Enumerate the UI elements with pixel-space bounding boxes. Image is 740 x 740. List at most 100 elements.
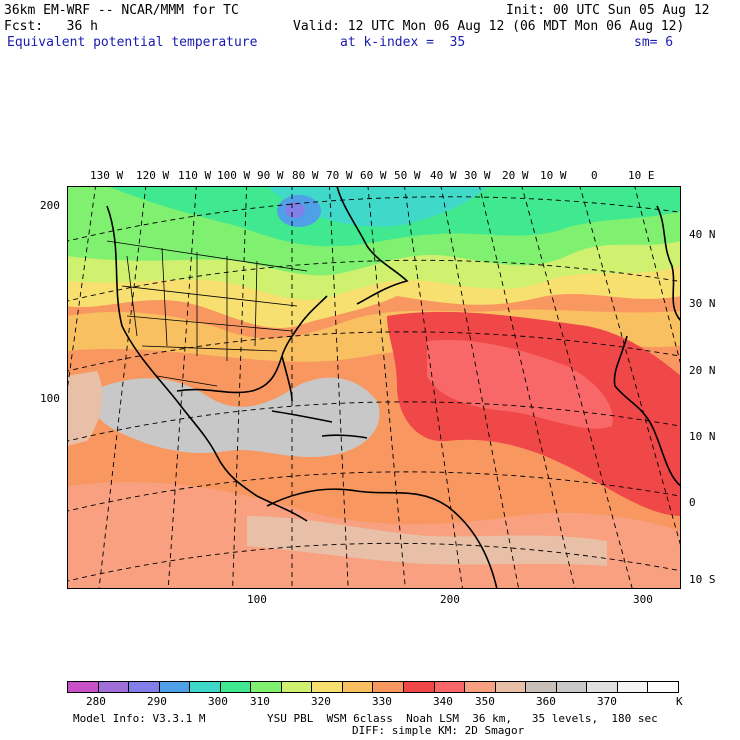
grid-x-label: 100 xyxy=(247,593,267,606)
graticule-meridian xyxy=(440,186,520,589)
colorbar-swatch xyxy=(648,682,678,692)
map-frame xyxy=(67,186,681,589)
graticule-parallel xyxy=(67,331,681,372)
political-borders xyxy=(106,240,308,387)
graticule-meridian xyxy=(98,186,147,589)
graticule-meridian xyxy=(478,186,576,589)
lon-label: 20 W xyxy=(502,169,529,182)
lon-label: 130 W xyxy=(90,169,124,182)
colorbar-swatch xyxy=(281,682,313,692)
lat-label: 0 xyxy=(689,496,696,509)
lon-label: 100 W xyxy=(217,169,251,182)
grid-y-label: 200 xyxy=(40,199,60,212)
colorbar-swatch xyxy=(465,682,496,692)
physics-info: YSU PBL WSM 6class Noah LSM 36 km, 35 le… xyxy=(267,712,658,725)
colorbar-swatch xyxy=(342,682,374,692)
border-us-canada xyxy=(106,240,308,272)
graticule-meridian xyxy=(579,186,681,549)
lon-label: 10 W xyxy=(540,169,567,182)
lat-label: 10 S xyxy=(689,573,716,586)
colorbar-swatch xyxy=(190,682,221,692)
lon-label: 120 W xyxy=(136,169,170,182)
lat-label: 20 N xyxy=(689,364,716,377)
lat-label: 10 N xyxy=(689,430,716,443)
lon-label: 70 W xyxy=(326,169,353,182)
colorbar-swatch xyxy=(220,682,252,692)
colorbar-swatch xyxy=(312,682,343,692)
init-time: Init: 00 UTC Sun 05 Aug 12 xyxy=(506,3,710,18)
graticule-meridian xyxy=(521,186,633,589)
model-title: 36km EM-WRF -- NCAR/MMM for TC xyxy=(4,3,239,18)
graticule-parallel xyxy=(67,471,681,512)
lat-label: 30 N xyxy=(689,297,716,310)
colorbar xyxy=(67,681,679,693)
shading-purple xyxy=(285,202,305,218)
model-info: Model Info: V3.3.1 M xyxy=(73,712,206,725)
grid-y-label: 100 xyxy=(40,392,60,405)
colorbar-label: 350 xyxy=(475,695,495,708)
border-states-ns xyxy=(126,247,258,361)
lon-label: 0 xyxy=(591,169,598,182)
colorbar-swatch xyxy=(404,682,435,692)
graticule-parallel xyxy=(67,259,681,302)
coastlines xyxy=(106,186,681,589)
grid-x-label: 300 xyxy=(633,593,653,606)
valid-time: Valid: 12 UTC Mon 06 Aug 12 (06 MDT Mon … xyxy=(293,19,685,34)
lon-label: 30 W xyxy=(464,169,491,182)
grid-x-label: 200 xyxy=(440,593,460,606)
shading-grey xyxy=(90,377,380,458)
colorbar-swatch xyxy=(526,682,557,692)
colorbar-swatch xyxy=(434,682,466,692)
coastline-north-america xyxy=(106,205,308,522)
colorbar-swatch xyxy=(617,682,649,692)
coastline-canada-east xyxy=(336,186,409,305)
shading-tan xyxy=(67,371,103,446)
shading-salmon xyxy=(427,340,613,429)
lon-label: 60 W xyxy=(360,169,387,182)
field-name: Equivalent potential temperature xyxy=(7,35,258,50)
colorbar-label: 370 xyxy=(597,695,617,708)
lon-label: 10 E xyxy=(628,169,655,182)
lon-label: 90 W xyxy=(257,169,284,182)
graticule-meridian xyxy=(67,186,97,395)
colorbar-swatch xyxy=(495,682,527,692)
colorbar-label: 340 xyxy=(433,695,453,708)
lat-label: 40 N xyxy=(689,228,716,241)
colorbar-label: 300 xyxy=(208,695,228,708)
border-us-mexico xyxy=(156,375,218,387)
shading-cyan xyxy=(267,186,487,227)
graticule xyxy=(67,186,681,589)
diffusion-info: DIFF: simple KM: 2D Smagor xyxy=(352,724,525,737)
forecast-hour: Fcst: 36 h xyxy=(4,19,98,34)
coastline-florida xyxy=(281,355,293,402)
colorbar-label: 320 xyxy=(311,695,331,708)
colorbar-swatch xyxy=(373,682,405,692)
lon-label: 50 W xyxy=(394,169,421,182)
graticule-parallel xyxy=(67,196,681,242)
lon-label: 80 W xyxy=(292,169,319,182)
coastline-europe xyxy=(656,205,681,322)
shading-tan-south xyxy=(247,516,607,566)
colorbar-swatch xyxy=(587,682,618,692)
graticule-parallel xyxy=(67,401,681,442)
graticule-meridian xyxy=(634,186,681,368)
colorbar-label: 310 xyxy=(250,695,270,708)
colorbar-swatch xyxy=(159,682,191,692)
colorbar-label: 360 xyxy=(536,695,556,708)
colorbar-swatch xyxy=(129,682,160,692)
colorbar-label: 330 xyxy=(372,695,392,708)
graticule-parallel xyxy=(67,542,681,582)
colorbar-label: 280 xyxy=(86,695,106,708)
colorbar-swatch xyxy=(98,682,130,692)
coastline-south-america xyxy=(266,488,498,589)
smoothing-value: sm= 6 xyxy=(634,35,674,50)
coastline-africa xyxy=(613,335,681,487)
lon-label: 110 W xyxy=(178,169,212,182)
lon-label: 40 W xyxy=(430,169,457,182)
colorbar-swatch xyxy=(556,682,588,692)
level-index: at k-index = 35 xyxy=(340,35,466,50)
border-states-ew xyxy=(121,285,298,352)
colorbar-swatch xyxy=(68,682,99,692)
colorbar-swatch xyxy=(251,682,282,692)
colorbar-unit: K xyxy=(676,695,683,708)
